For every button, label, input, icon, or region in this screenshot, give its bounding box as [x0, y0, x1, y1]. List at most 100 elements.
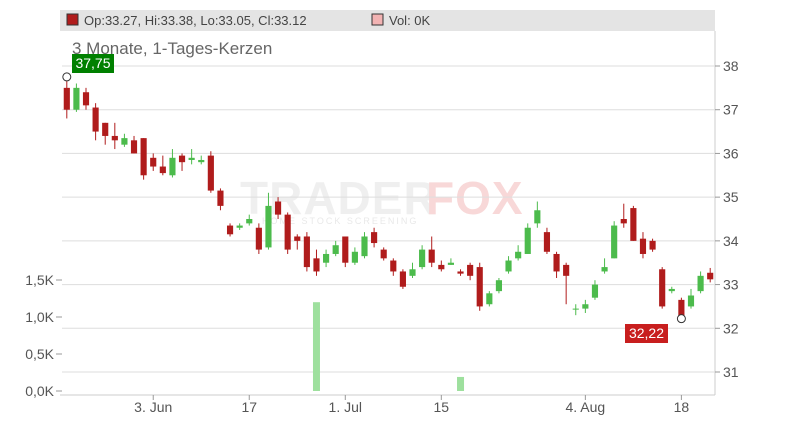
candle-body — [82, 92, 90, 106]
candle — [303, 232, 310, 272]
price-tick-label: 34 — [723, 233, 739, 249]
candle-body — [515, 251, 522, 259]
candle-body — [111, 135, 118, 141]
candle — [428, 236, 435, 268]
candle-body — [303, 236, 310, 268]
x-tick-label: 17 — [241, 399, 257, 415]
candle-body — [92, 107, 99, 132]
price-tick-label: 31 — [723, 364, 739, 380]
candle — [668, 286, 675, 294]
candle-body — [438, 264, 445, 270]
candle — [140, 138, 147, 180]
candle — [572, 304, 579, 316]
candle-body — [630, 208, 637, 241]
candle-body — [246, 219, 253, 224]
candle — [467, 262, 474, 281]
candle-body — [668, 288, 675, 292]
min-badge — [625, 324, 668, 343]
candle-body — [361, 236, 368, 257]
candle — [457, 269, 464, 276]
legend-ohlc-text: Op:33.27, Hi:33.38, Lo:33.05, Cl:33.12 — [84, 13, 307, 28]
candle-body — [294, 236, 301, 241]
candle — [198, 155, 205, 165]
volume-tick-label: 1,5K — [25, 272, 54, 288]
min-marker — [676, 314, 686, 324]
candle — [265, 192, 272, 250]
label-layer: 37,75 32,22 — [62, 54, 686, 343]
candle-body — [678, 299, 685, 318]
x-tick-label: 3. Jun — [134, 399, 172, 415]
candle-body — [505, 260, 512, 272]
axis-layer: 31 32 33 34 35 36 37 38 0,0K 0,5K 1,0K 1,5K 3. Jun 17… — [25, 58, 739, 415]
candle — [601, 258, 608, 274]
candle — [332, 240, 339, 257]
candle-body — [380, 249, 387, 259]
legend-ohlc-swatch — [66, 13, 79, 26]
x-tick-label: 18 — [674, 399, 690, 415]
candle-body — [159, 166, 166, 174]
min-badge-text: 32,22 — [629, 325, 664, 341]
candle — [505, 256, 512, 274]
candle-body — [265, 205, 272, 248]
candle — [620, 203, 627, 228]
legend-vol-swatch — [371, 13, 384, 26]
watermark: TRADER FOX HOME STOCK SCREENING — [240, 172, 523, 226]
candle — [121, 133, 128, 147]
candle-body — [390, 260, 397, 272]
max-marker — [62, 72, 72, 82]
candle-body — [284, 214, 291, 250]
candle — [486, 291, 493, 307]
volume-tick-label: 0,0K — [25, 383, 54, 399]
candle — [553, 251, 560, 279]
candle-body — [486, 293, 493, 305]
candle-body — [697, 275, 704, 292]
candle — [611, 221, 618, 259]
candle — [649, 238, 656, 252]
candle — [515, 245, 522, 261]
candle — [390, 258, 397, 276]
candle — [707, 267, 714, 283]
candle-body — [63, 87, 70, 110]
candle — [630, 205, 637, 241]
candle — [217, 188, 224, 211]
candle — [102, 122, 109, 145]
price-tick-label: 37 — [723, 102, 739, 118]
candle-body — [495, 280, 503, 292]
candle — [274, 197, 282, 219]
candle-body — [419, 249, 426, 268]
candle-body — [447, 262, 454, 265]
candle-body — [255, 227, 262, 250]
candle — [563, 262, 570, 305]
x-tick-label: 4. Aug — [566, 399, 606, 415]
candle-body — [457, 271, 464, 274]
candle — [255, 223, 262, 254]
price-tick-label: 33 — [723, 277, 739, 293]
candle-body — [524, 227, 531, 254]
candle — [73, 83, 80, 112]
candle — [313, 249, 320, 276]
candle — [371, 227, 378, 248]
candle — [323, 249, 330, 268]
candle-layer — [63, 76, 714, 319]
legend-bar — [60, 10, 715, 31]
chart-subtitle: 3 Monate, 1-Tages-Kerzen — [72, 39, 272, 58]
candle — [236, 223, 243, 230]
candle — [582, 299, 589, 313]
candle-body — [226, 225, 234, 235]
price-tick-label: 38 — [723, 58, 739, 74]
candle-body — [323, 253, 330, 263]
candle-body — [236, 225, 243, 228]
candle — [284, 212, 291, 254]
candle — [409, 262, 416, 279]
candle-body — [707, 272, 714, 280]
candle-body — [198, 159, 205, 163]
candle — [92, 103, 99, 141]
candle-body — [409, 269, 416, 276]
candle-body — [476, 267, 483, 307]
candle — [697, 271, 704, 294]
volume-tick-label: 1,0K — [25, 309, 54, 325]
candle-body — [102, 122, 109, 136]
candle-body — [639, 238, 647, 254]
